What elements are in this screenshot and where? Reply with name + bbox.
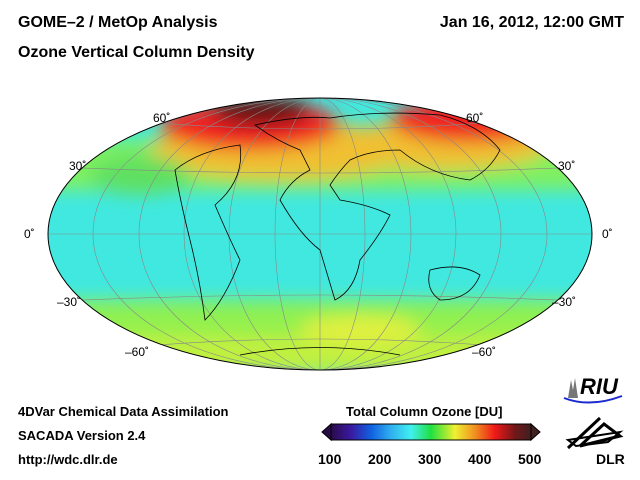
datetime: Jan 16, 2012, 12:00 GMT xyxy=(439,14,624,31)
lat-label-right-0: 0˚ xyxy=(602,227,613,241)
lat-label-left-m60: –60˚ xyxy=(125,345,150,359)
lat-label-left-m30: –30˚ xyxy=(57,295,82,309)
lat-label-left-0: 0˚ xyxy=(24,227,35,241)
dlr-logo xyxy=(565,416,624,450)
colorbar-gradient xyxy=(330,423,532,441)
colorbar-tick-500: 500 xyxy=(518,451,542,467)
colorbar-tick-400: 400 xyxy=(468,451,492,467)
lat-label-left-60: 60˚ xyxy=(153,111,171,125)
footer-line2: SACADA Version 2.4 xyxy=(18,428,146,443)
colorbar-tick-300: 300 xyxy=(418,451,442,467)
colorbar xyxy=(321,422,541,442)
globe-outline xyxy=(47,97,593,371)
colorbar-low-arrow xyxy=(321,422,332,442)
title-line1: GOME–2 / MetOp Analysis xyxy=(18,14,218,31)
riu-logo xyxy=(563,378,623,404)
colorbar-high-arrow xyxy=(530,422,541,442)
lat-label-right-60: 60˚ xyxy=(466,111,484,125)
coastlines xyxy=(174,112,501,356)
riu-logo-text: RIU xyxy=(580,374,618,399)
lat-label-left-30: 30˚ xyxy=(69,159,87,173)
lat-label-right-m60: –60˚ xyxy=(472,345,497,359)
colorbar-title: Total Column Ozone [DU] xyxy=(346,404,503,419)
colorbar-tick-200: 200 xyxy=(368,451,392,467)
footer-line1: 4DVar Chemical Data Assimilation xyxy=(18,404,229,419)
title-line2: Ozone Vertical Column Density xyxy=(18,44,255,61)
dlr-logo-text: DLR xyxy=(596,451,625,467)
colorbar-tick-100: 100 xyxy=(318,451,342,467)
graticule xyxy=(48,98,592,370)
footer-url[interactable]: http://wdc.dlr.de xyxy=(18,452,118,467)
lat-label-right-m30: –30˚ xyxy=(552,295,577,309)
lat-label-right-30: 30˚ xyxy=(558,159,576,173)
